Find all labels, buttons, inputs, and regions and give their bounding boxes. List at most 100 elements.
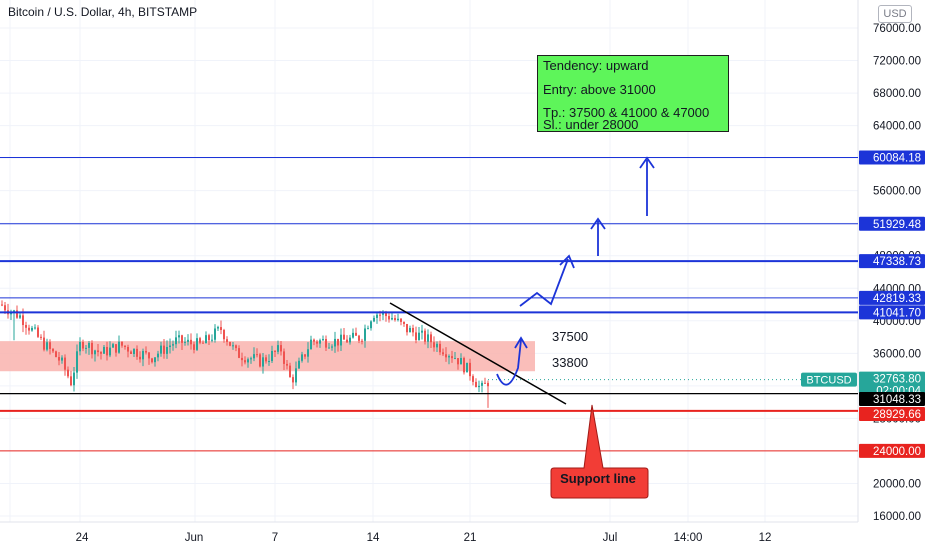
candle-body: [67, 369, 69, 377]
candle-body: [268, 361, 270, 363]
candle-body: [424, 330, 426, 342]
y-tick-label: 20000.00: [873, 478, 921, 490]
projection-arrowhead: [590, 217, 606, 230]
candle-body: [487, 382, 489, 387]
candle-body: [121, 341, 123, 346]
candle-body: [25, 325, 27, 328]
candle-body: [484, 382, 486, 384]
candle-body: [43, 337, 45, 350]
candle-body: [226, 339, 228, 342]
x-tick-label: Jun: [185, 532, 204, 544]
candle-body: [115, 344, 117, 353]
candle-body: [229, 341, 231, 346]
note-tendency: Tendency: upward: [543, 58, 649, 73]
candle-body: [349, 337, 351, 343]
candle-body: [142, 351, 144, 360]
candle-body: [109, 347, 111, 356]
candle-body: [445, 354, 447, 358]
price-axis-label: [859, 371, 925, 386]
currency-button[interactable]: USD: [878, 5, 912, 23]
candle-body: [175, 337, 177, 345]
y-tick-label: 76000.00: [873, 23, 921, 35]
candle-body: [79, 341, 81, 352]
candle-body: [370, 321, 372, 329]
candle-body: [241, 357, 243, 361]
price-axis-label: [859, 290, 925, 305]
candle-body: [199, 338, 201, 343]
candle-body: [232, 345, 234, 347]
candle-body: [400, 318, 402, 322]
x-tick-label: 21: [464, 532, 477, 544]
price-axis-label-text: 32763.80: [873, 374, 921, 386]
candle-body: [238, 348, 240, 358]
support-callout-label: Support line: [560, 471, 636, 486]
candle-body: [280, 345, 282, 352]
candle-body: [478, 385, 480, 388]
candle-body: [415, 332, 417, 341]
candle-body: [253, 354, 255, 359]
price-axis-label: [859, 392, 925, 406]
candle-body: [73, 372, 75, 386]
candle-body: [262, 357, 264, 367]
candle-body: [409, 327, 411, 333]
candle-body: [328, 347, 330, 349]
symbol-label-text: BTCUSD: [806, 375, 851, 387]
projection-arrowhead: [639, 156, 655, 169]
candle-body: [208, 335, 210, 341]
candle-body: [466, 362, 468, 373]
candle-body: [16, 310, 18, 318]
candle-body: [127, 346, 129, 352]
candle-body: [40, 336, 42, 338]
candle-body: [172, 344, 174, 346]
candle-body: [124, 345, 126, 347]
x-tick-label: 14:00: [674, 532, 703, 544]
candle-body: [439, 343, 441, 353]
candles-group: [1, 300, 489, 408]
candle-body: [394, 318, 396, 321]
candle-body: [430, 334, 432, 343]
candle-body: [346, 339, 348, 343]
candle-body: [391, 318, 393, 320]
candle-body: [34, 327, 36, 329]
price-axis-label-text: 28929.66: [873, 409, 921, 421]
candle-body: [46, 342, 48, 350]
support-callout: [550, 404, 649, 499]
zone-top-label: 37500: [552, 329, 589, 344]
candle-body: [451, 356, 453, 359]
candle-body: [472, 376, 474, 382]
y-tick-label: 72000.00: [873, 56, 921, 68]
candle-body: [436, 343, 438, 348]
candle-body: [178, 335, 180, 338]
x-tick-label: 14: [367, 532, 380, 544]
candle-body: [361, 340, 363, 342]
candle-body: [130, 351, 132, 354]
candle-body: [136, 348, 138, 357]
candle-body: [259, 354, 261, 367]
candle-body: [100, 352, 102, 354]
candle-body: [460, 358, 462, 365]
candle-body: [112, 344, 114, 348]
candle-body: [55, 351, 57, 358]
candle-body: [265, 357, 267, 362]
projection-curve: [496, 339, 522, 386]
projection-arrowhead: [514, 336, 528, 349]
candle-body: [82, 341, 84, 349]
candle-body: [376, 314, 378, 318]
price-axis-label: [859, 216, 925, 231]
candle-body: [334, 338, 336, 347]
candle-body: [427, 334, 429, 342]
candle-body: [70, 376, 72, 386]
x-tick-label: 7: [272, 532, 278, 544]
candle-body: [277, 345, 279, 352]
candle-body: [406, 323, 408, 333]
candle-body: [157, 353, 159, 358]
candle-body: [145, 351, 147, 353]
zone-bottom-label: 33800: [552, 355, 589, 370]
y-tick-label: 56000.00: [873, 186, 921, 198]
candle-body: [295, 368, 297, 383]
candle-body: [475, 381, 477, 388]
candle-body: [403, 321, 405, 324]
candle-body: [223, 330, 225, 340]
candle-body: [304, 354, 306, 357]
